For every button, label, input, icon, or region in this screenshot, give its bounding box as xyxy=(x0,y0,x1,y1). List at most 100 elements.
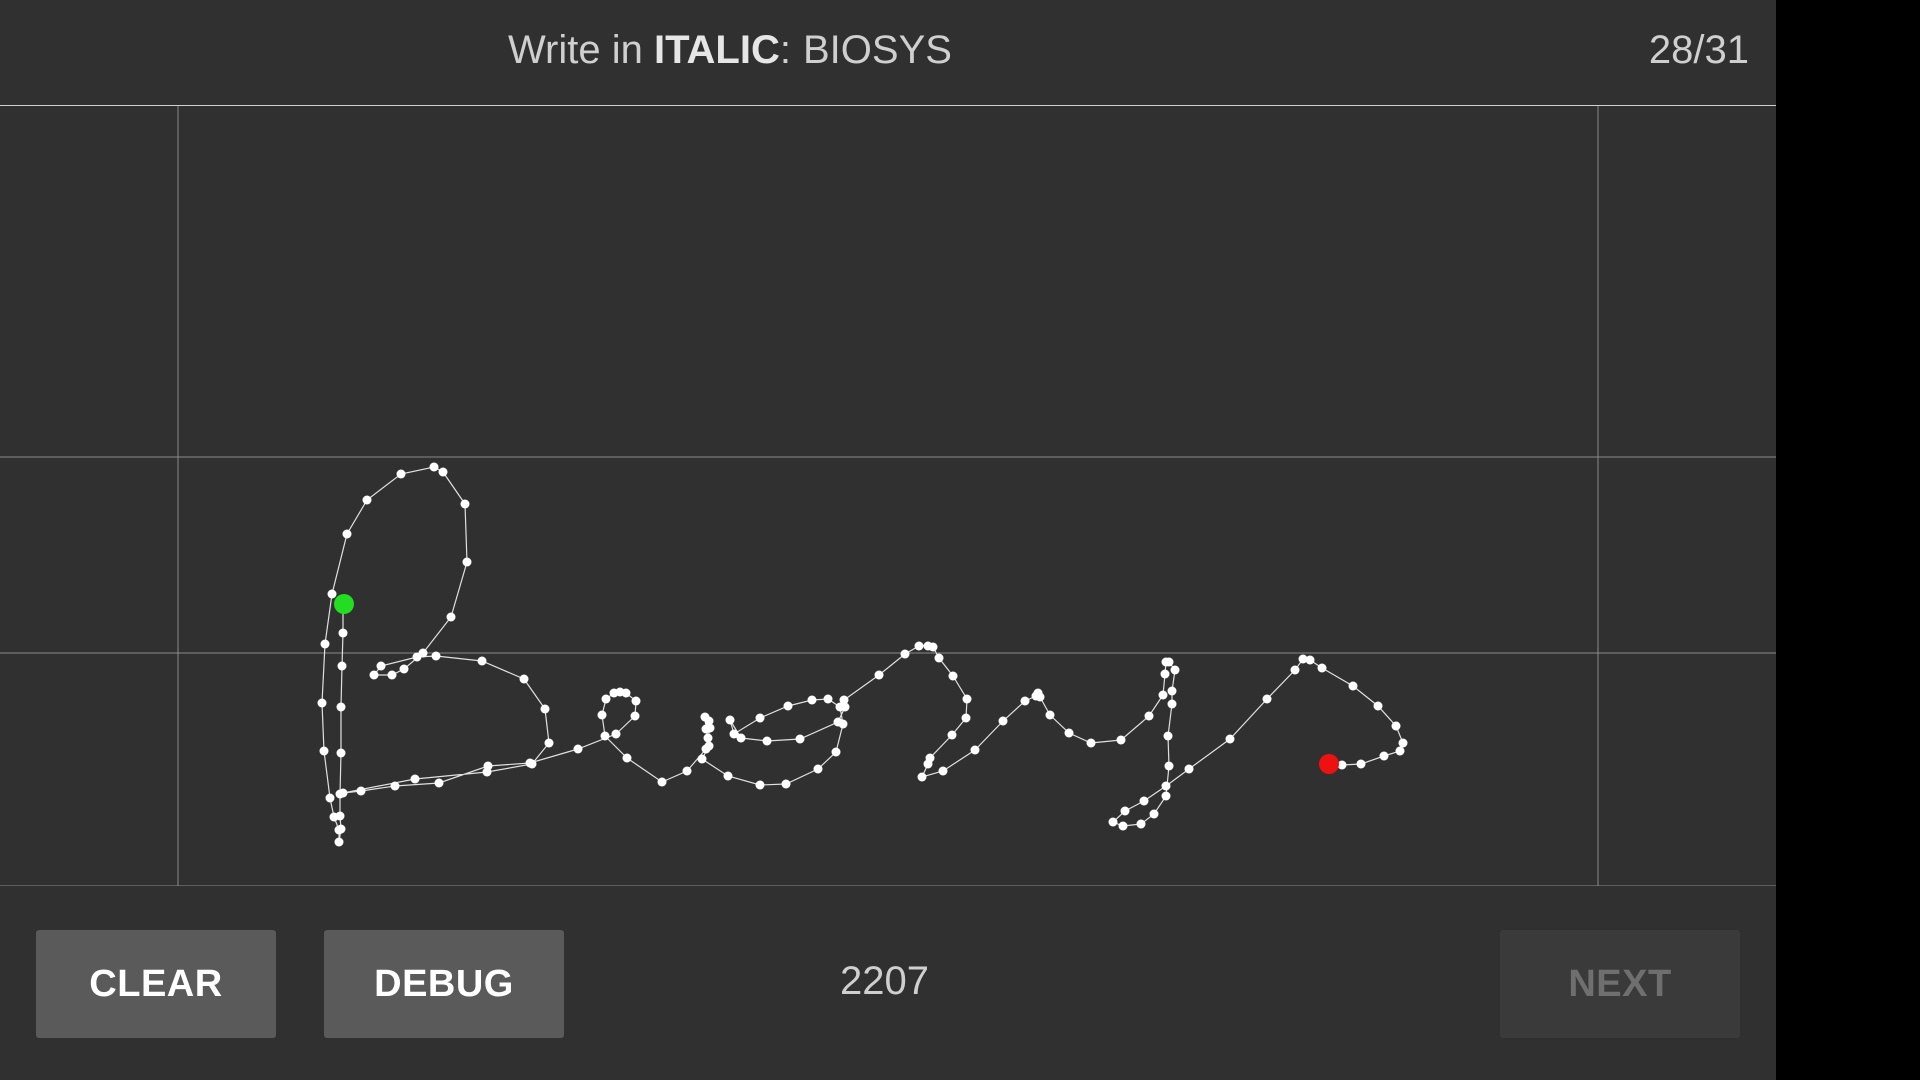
sample-point xyxy=(611,729,621,739)
sample-point xyxy=(914,641,924,651)
sample-point xyxy=(1020,696,1030,706)
sample-point xyxy=(961,713,971,723)
sample-point xyxy=(396,469,406,479)
clear-button[interactable]: CLEAR xyxy=(36,930,276,1038)
sample-point xyxy=(1116,735,1126,745)
sample-point xyxy=(783,701,793,711)
sample-point xyxy=(329,812,339,822)
sample-point xyxy=(319,746,329,756)
sample-point xyxy=(704,741,714,751)
header-bar: Write in ITALIC: BIOSYS 28/31 xyxy=(0,0,1776,106)
sample-point xyxy=(342,529,352,539)
sample-point xyxy=(1262,694,1272,704)
sample-points xyxy=(317,462,1408,847)
handwriting-canvas[interactable] xyxy=(0,106,1776,886)
sample-point xyxy=(938,766,948,776)
sample-point xyxy=(376,661,386,671)
sample-point xyxy=(462,557,472,567)
prompt-mode: ITALIC xyxy=(653,28,780,72)
sample-point xyxy=(725,715,735,725)
sample-point xyxy=(1045,710,1055,720)
progress-counter: 28/31 xyxy=(1648,28,1749,72)
instruction-prompt: Write in ITALIC: BIOSYS xyxy=(508,28,952,73)
sample-point xyxy=(446,612,456,622)
sample-point xyxy=(477,656,487,666)
sample-point xyxy=(682,766,692,776)
sample-point xyxy=(729,729,739,739)
sample-point xyxy=(917,772,927,782)
sample-point xyxy=(609,688,619,698)
stroke-start-marker xyxy=(334,594,354,614)
sample-point xyxy=(1163,731,1173,741)
sample-point xyxy=(325,793,335,803)
sample-point xyxy=(338,628,348,638)
drawing-surface[interactable] xyxy=(0,106,1776,886)
sample-point xyxy=(736,733,746,743)
sample-point xyxy=(1164,761,1174,771)
sample-point xyxy=(1158,690,1168,700)
sample-point xyxy=(1064,728,1074,738)
sample-point xyxy=(390,781,400,791)
debug-button[interactable]: DEBUG xyxy=(324,930,564,1038)
ink-stroke xyxy=(321,466,1404,843)
next-button[interactable]: NEXT xyxy=(1500,930,1740,1038)
sample-point xyxy=(334,825,344,835)
sample-point xyxy=(839,695,849,705)
sample-point xyxy=(1108,817,1118,827)
sample-point xyxy=(540,704,550,714)
sample-point xyxy=(399,664,409,674)
app-window: Write in ITALIC: BIOSYS 28/31 CLEAR DEBUG… xyxy=(0,0,1776,1080)
sample-point xyxy=(1391,721,1401,731)
prompt-prefix: Write in xyxy=(508,28,643,72)
sample-point xyxy=(697,754,707,764)
sample-point xyxy=(622,753,632,763)
sample-point xyxy=(317,698,327,708)
sample-point xyxy=(1184,764,1194,774)
sample-point xyxy=(1167,699,1177,709)
sample-point xyxy=(1379,751,1389,761)
sample-point xyxy=(1298,654,1308,664)
sample-point xyxy=(1149,809,1159,819)
sample-point xyxy=(795,734,805,744)
sample-point xyxy=(544,738,554,748)
sample-point xyxy=(573,744,583,754)
sample-point xyxy=(1161,781,1171,791)
sample-point xyxy=(1167,686,1177,696)
sample-point xyxy=(1373,701,1383,711)
sample-point xyxy=(525,758,535,768)
sample-point xyxy=(438,467,448,477)
guide-lines xyxy=(0,106,1776,886)
sample-point xyxy=(1305,655,1315,665)
sample-point xyxy=(1348,681,1358,691)
sample-point xyxy=(823,694,833,704)
sample-point xyxy=(1356,759,1366,769)
stroke-end-marker xyxy=(1319,754,1339,774)
sample-point xyxy=(947,730,957,740)
sample-point xyxy=(1118,821,1128,831)
sample-point xyxy=(410,774,420,784)
sample-point xyxy=(483,761,493,771)
sample-point xyxy=(1139,796,1149,806)
sample-point xyxy=(434,778,444,788)
sample-point xyxy=(762,736,772,746)
sample-point xyxy=(1395,746,1405,756)
footer-bar: CLEAR DEBUG 2207 NEXT xyxy=(0,887,1776,1080)
sample-point xyxy=(831,747,841,757)
sample-point xyxy=(1161,791,1171,801)
sample-point xyxy=(600,731,610,741)
sample-point xyxy=(460,499,470,509)
sample-point xyxy=(755,780,765,790)
sample-point xyxy=(900,649,910,659)
sample-point xyxy=(431,651,441,661)
sample-point xyxy=(970,745,980,755)
sample-point xyxy=(840,702,850,712)
prompt-word: BIOSYS xyxy=(803,28,952,72)
sample-point xyxy=(519,674,529,684)
sample-point xyxy=(1144,711,1154,721)
sample-point xyxy=(327,589,337,599)
sample-point xyxy=(657,777,667,787)
sample-point xyxy=(928,642,938,652)
sample-point xyxy=(755,713,765,723)
sample-point xyxy=(934,653,944,663)
sample-point xyxy=(1164,657,1174,667)
